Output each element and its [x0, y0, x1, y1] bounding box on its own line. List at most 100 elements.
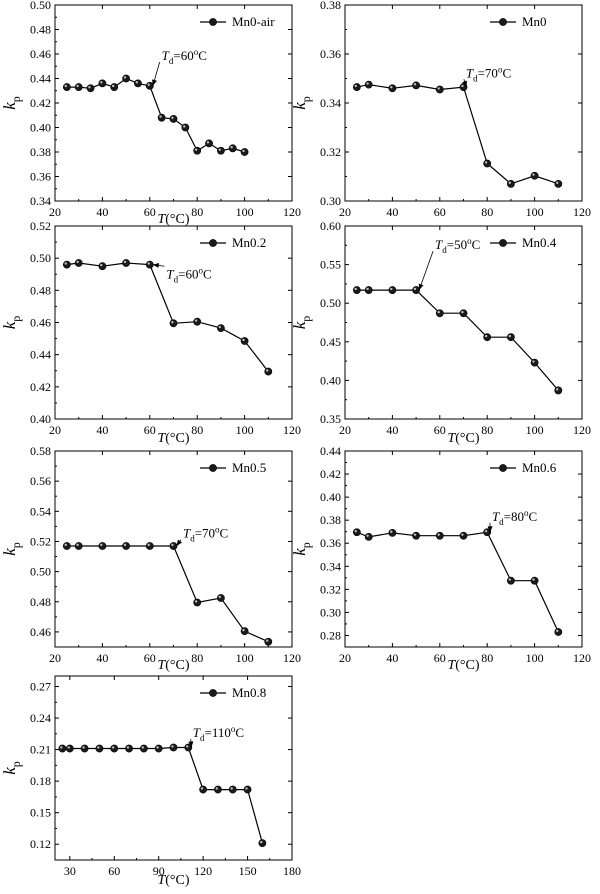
td-annotation: Td=70oC: [183, 525, 228, 544]
data-point: [228, 144, 237, 153]
y-tick-label: 0.24: [30, 711, 51, 725]
annotation-arrowhead: [188, 741, 194, 748]
data-point-highlight: [171, 745, 174, 748]
y-tick-label: 0.42: [30, 380, 51, 394]
y-tick-label: 0.44: [30, 348, 51, 362]
data-point: [193, 598, 202, 607]
y-tick-label: 0.52: [30, 534, 51, 548]
y-tick-label: 0.12: [30, 837, 51, 851]
data-point-highlight: [437, 87, 440, 90]
x-tick-label: 60: [434, 205, 446, 219]
data-point-highlight: [532, 173, 535, 176]
y-tick-label: 0.52: [30, 219, 51, 233]
x-tick-label: 60: [434, 423, 446, 437]
x-tick-label: 20: [49, 205, 61, 219]
series-line: [356, 289, 559, 391]
annotation-arrowhead: [462, 80, 467, 88]
data-point: [506, 576, 515, 585]
y-tick-label: 0.48: [30, 23, 51, 37]
data-point: [388, 84, 397, 93]
data-point: [554, 628, 563, 636]
data-point: [554, 386, 563, 395]
data-point-highlight: [437, 533, 440, 536]
annotation-arrowhead: [152, 79, 157, 86]
y-tick-label: 0.34: [30, 194, 51, 208]
y-tick-label: 0.34: [320, 559, 341, 573]
x-tick-label: 20: [339, 205, 351, 219]
plot-frame: [344, 225, 583, 420]
series-line: [62, 746, 263, 844]
data-point-highlight: [64, 262, 67, 265]
y-tick-label: 0.56: [30, 474, 51, 488]
y-tick-label: 0.40: [30, 412, 51, 426]
series-line: [66, 545, 269, 643]
data-point: [364, 286, 373, 294]
data-point-highlight: [64, 543, 67, 547]
data-point-highlight: [76, 84, 79, 88]
y-tick-label: 0.36: [320, 536, 341, 550]
x-tick-label: 20: [49, 423, 61, 437]
x-tick-label: 100: [236, 423, 254, 437]
data-point: [214, 785, 222, 794]
y-axis-label: kp: [0, 96, 23, 110]
data-point-highlight: [171, 321, 174, 324]
x-tick-label: 120: [573, 651, 591, 665]
data-point: [145, 260, 154, 269]
data-point-highlight: [390, 530, 393, 533]
data-point: [459, 531, 468, 540]
data-point-highlight: [183, 125, 186, 128]
y-tick-label: 0.44: [320, 444, 341, 458]
data-point-highlight: [123, 543, 127, 547]
y-tick-label: 0.50: [30, 251, 51, 265]
x-axis-label: T(°C): [157, 431, 189, 446]
data-point: [258, 839, 267, 848]
data-point-highlight: [366, 534, 369, 537]
x-axis-label: T(°C): [157, 212, 189, 227]
td-annotation: Td=70oC: [466, 64, 511, 83]
y-tick-label: 0.40: [30, 121, 51, 135]
data-point-highlight: [556, 388, 559, 391]
data-point: [530, 358, 539, 367]
data-point-highlight: [215, 787, 219, 790]
data-point-highlight: [135, 81, 139, 84]
x-axis-label: T(°C): [447, 658, 479, 673]
y-tick-label: 0.30: [320, 605, 341, 619]
data-point: [62, 260, 71, 269]
x-tick-label: 20: [339, 651, 351, 665]
data-point-highlight: [194, 148, 198, 151]
data-point-highlight: [76, 543, 79, 547]
data-point-highlight: [194, 319, 198, 322]
data-point-highlight: [156, 746, 159, 749]
legend-marker: [499, 239, 507, 247]
y-tick-label: 0.58: [30, 444, 51, 458]
data-point-highlight: [147, 262, 150, 265]
series-line: [66, 77, 245, 153]
data-point: [58, 744, 67, 753]
data-point-highlight: [354, 287, 357, 291]
y-tick-label: 0.48: [30, 595, 51, 609]
y-tick-label: 0.60: [320, 219, 341, 233]
data-point: [74, 542, 83, 550]
data-point: [240, 148, 249, 156]
data-point: [122, 74, 130, 83]
data-point: [193, 146, 202, 155]
y-tick-label: 0.32: [320, 582, 341, 596]
x-tick-label: 60: [434, 651, 446, 665]
data-point: [145, 542, 154, 550]
data-point: [62, 83, 71, 91]
data-point: [199, 785, 208, 794]
x-tick-label: 80: [481, 423, 493, 437]
x-axis-label: T(°C): [157, 658, 189, 673]
x-tick-label: 80: [191, 423, 203, 437]
data-point-highlight: [218, 325, 221, 329]
y-tick-label: 0.34: [320, 96, 341, 110]
data-point-highlight: [64, 84, 67, 88]
chart-panel-mn0-5: 20 40 60 80 100 120 0.46 0.48 0.50 0.52 0.54 0.56 0.…: [0, 444, 301, 673]
x-tick-label: 20: [49, 651, 61, 665]
data-point: [264, 367, 273, 376]
y-tick-label: 0.40: [320, 373, 341, 387]
data-point: [264, 637, 273, 646]
x-tick-label: 40: [96, 651, 108, 665]
data-point-highlight: [147, 83, 150, 86]
data-point-highlight: [82, 746, 85, 749]
